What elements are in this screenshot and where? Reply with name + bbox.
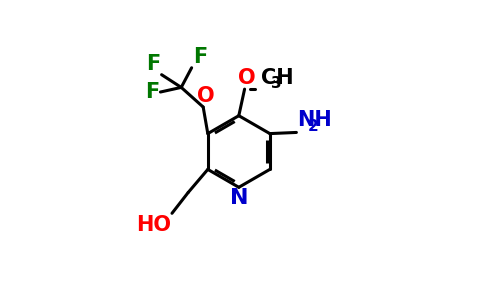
Text: O: O <box>197 86 215 106</box>
Text: HO: HO <box>136 215 171 235</box>
Text: N: N <box>229 188 248 208</box>
Text: NH: NH <box>298 110 333 130</box>
Text: O: O <box>238 68 256 88</box>
Text: CH: CH <box>261 68 293 88</box>
Text: 3: 3 <box>271 76 282 92</box>
Text: F: F <box>146 53 161 74</box>
Text: F: F <box>145 82 159 102</box>
Text: 2: 2 <box>307 118 318 134</box>
Text: F: F <box>193 46 207 67</box>
